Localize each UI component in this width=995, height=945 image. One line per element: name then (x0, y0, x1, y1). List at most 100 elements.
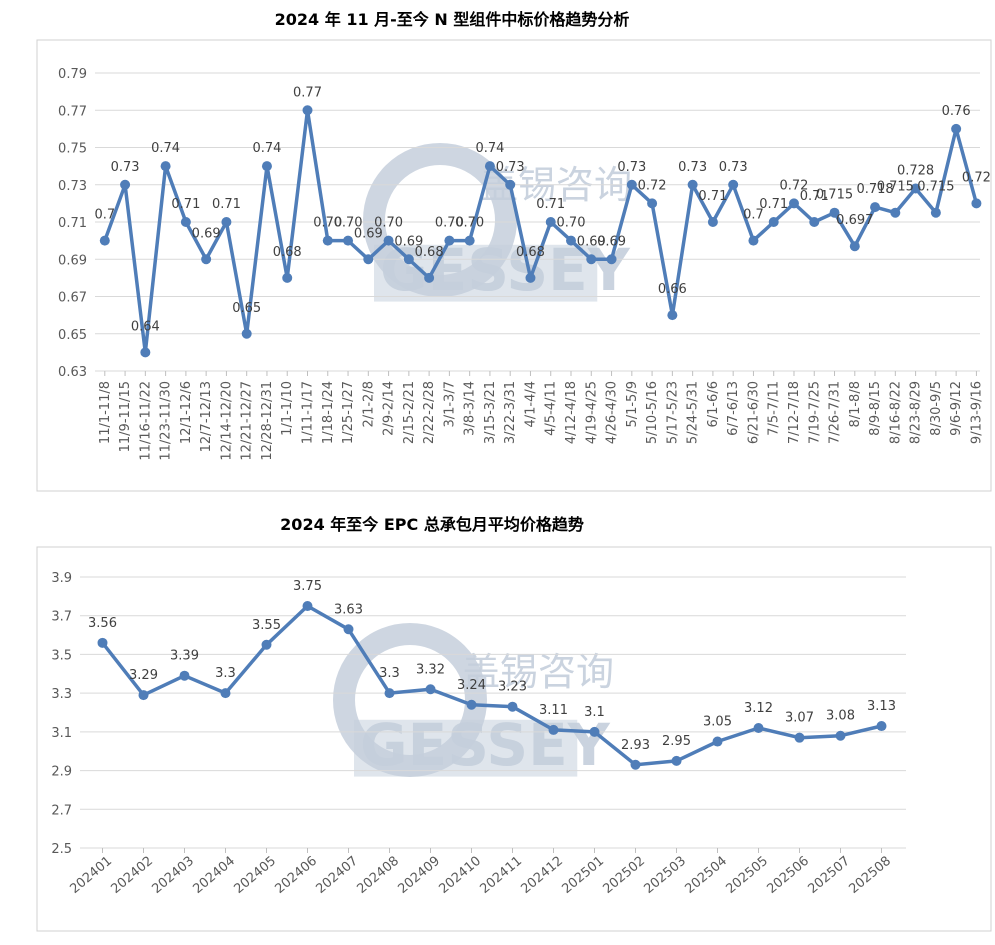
x-tick-label: 6/1-6/6 (706, 381, 721, 428)
data-label: 0.70 (313, 216, 342, 231)
data-label: 3.56 (88, 616, 117, 631)
x-tick-label: 2/22-2/28 (422, 381, 437, 444)
x-tick-label: 11/23-11/30 (159, 381, 174, 461)
x-tick-label: 6/7-6/13 (726, 381, 741, 436)
watermark-band (374, 244, 598, 302)
data-point (870, 202, 881, 213)
data-label: 0.715 (917, 180, 954, 195)
x-tick-label: 202506 (764, 854, 812, 897)
data-point (138, 690, 149, 701)
data-point (160, 161, 171, 172)
data-point (630, 759, 641, 770)
x-tick-label: 202404 (190, 854, 238, 897)
data-point (835, 730, 846, 741)
data-point (140, 347, 151, 358)
x-tick-label: 202409 (395, 854, 443, 897)
x-tick-label: 2/15-2/21 (402, 381, 417, 444)
chart2-title: 2024 年至今 EPC 总承包月平均价格趋势 (280, 515, 584, 534)
x-tick-label: 3/22-3/31 (503, 381, 518, 444)
x-tick-label: 202508 (846, 854, 894, 897)
data-label: 0.7 (94, 208, 115, 223)
y-tick-label: 3.7 (51, 610, 72, 625)
data-point (647, 198, 658, 209)
x-tick-label: 202501 (559, 854, 607, 897)
y-tick-label: 0.65 (58, 328, 87, 343)
x-tick-label: 12/28-12/31 (260, 381, 275, 461)
data-point (424, 272, 435, 283)
data-point (753, 722, 764, 733)
data-label: 3.32 (416, 662, 445, 677)
data-label: 3.13 (867, 699, 896, 714)
data-label: 0.718 (856, 182, 893, 197)
data-point (687, 179, 698, 190)
data-point (930, 207, 941, 218)
x-tick-label: 12/7-12/13 (199, 381, 214, 452)
data-point (444, 235, 455, 246)
x-tick-label: 1/18-1/24 (321, 381, 336, 444)
x-tick-label: 11/9-11/15 (118, 381, 133, 452)
data-point (606, 254, 617, 265)
watermark-cn-text: 盖锡咨询 (462, 650, 614, 694)
data-label: 0.73 (111, 160, 140, 175)
data-point (748, 235, 759, 246)
y-tick-label: 3.1 (51, 726, 72, 741)
x-tick-label: 7/5-7/11 (767, 381, 782, 436)
chart2-watermark: GESSEY 盖锡咨询 (333, 623, 614, 779)
x-tick-label: 202507 (805, 854, 853, 897)
data-point (221, 217, 232, 227)
data-label: 0.65 (232, 301, 261, 316)
watermark-logo-text: GESSEY (360, 711, 611, 779)
data-label: 0.68 (273, 245, 302, 260)
data-label: 3.75 (293, 579, 322, 594)
data-label: 0.71 (212, 197, 241, 212)
data-label: 0.70 (334, 216, 363, 231)
data-point (180, 217, 191, 227)
data-point (383, 235, 394, 246)
x-tick-label: 4/5-4/11 (544, 381, 559, 436)
x-tick-label: 5/17-5/23 (665, 381, 680, 444)
epc-monthly-price-chart: 2024 年至今 EPC 总承包月平均价格趋势 GESSEY 盖锡咨询 2.5 2.… (36, 515, 992, 932)
y-tick-label: 0.75 (58, 142, 87, 157)
x-tick-label: 3/15-3/21 (483, 381, 498, 444)
data-point (712, 736, 723, 747)
data-point (241, 328, 252, 339)
x-tick-label: 2/9-2/14 (382, 381, 397, 436)
data-label: 0.69 (577, 234, 606, 249)
x-tick-label: 8/30-9/5 (929, 381, 944, 436)
data-label: 3.07 (785, 711, 814, 726)
data-label: 2.93 (621, 738, 650, 753)
data-point (876, 721, 887, 732)
data-label: 3.08 (826, 709, 855, 724)
x-tick-label: 8/1-8/8 (848, 381, 863, 428)
data-label: 2.95 (662, 734, 691, 749)
x-tick-label: 4/1-4/4 (523, 381, 538, 428)
x-tick-label: 202502 (600, 854, 648, 897)
series-line (103, 108, 979, 355)
x-tick-label: 11/16-11/22 (138, 381, 153, 461)
x-tick-label: 2/1-2/8 (361, 381, 376, 428)
x-tick-label: 4/19-4/25 (584, 381, 599, 444)
data-point (201, 254, 212, 265)
data-point (951, 123, 962, 134)
data-label: 0.70 (435, 216, 464, 231)
data-point (403, 254, 414, 265)
data-point (910, 183, 921, 194)
data-label: 0.66 (658, 282, 687, 297)
x-tick-label: 8/23-8/29 (909, 381, 924, 444)
x-tick-label: 202406 (272, 854, 320, 897)
data-label: 3.29 (129, 668, 158, 683)
data-label: 3.24 (457, 678, 486, 693)
data-label: 0.715 (816, 188, 853, 203)
data-point (667, 310, 678, 321)
data-point (425, 684, 436, 695)
data-label: 0.74 (151, 141, 180, 156)
x-tick-label: 202407 (313, 854, 361, 897)
data-label: 3.39 (170, 649, 199, 664)
data-point (505, 179, 516, 190)
data-label: 0.69 (192, 226, 221, 241)
data-label: 3.11 (539, 703, 568, 718)
data-point (794, 732, 805, 743)
data-point (890, 207, 901, 218)
data-label: 0.70 (557, 216, 586, 231)
